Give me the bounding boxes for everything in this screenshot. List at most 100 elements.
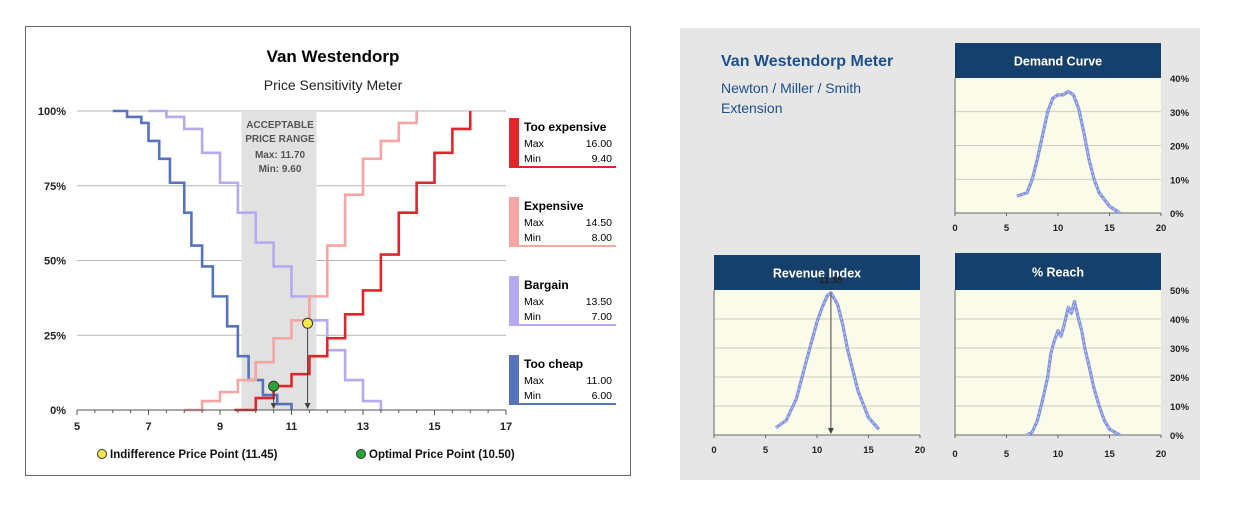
legend-max-value: 13.50	[586, 296, 612, 308]
revenue-index-annotation: 11.35	[819, 275, 843, 286]
revenue-index-x-tick: 15	[863, 445, 874, 456]
psm-x-tick: 17	[500, 421, 512, 433]
legend-name: Expensive	[524, 199, 584, 213]
ipp-arrow	[304, 403, 311, 409]
reach-x-tick: 5	[1004, 449, 1010, 460]
legend-min-label: Min	[524, 390, 541, 402]
legend-max-label: Max	[524, 138, 545, 150]
revenue-index-series-highlight	[775, 292, 880, 430]
reach-y-tick: 0%	[1170, 431, 1184, 442]
opp-marker	[268, 380, 280, 392]
psm-legend: Too expensive Max 16.00 Min 9.40 Expensive Max…	[509, 118, 616, 405]
psm-markers	[268, 317, 314, 409]
legend-max-label: Max	[524, 217, 545, 229]
reach-series-highlight	[1026, 301, 1121, 436]
demand-curve-x-tick: 20	[1156, 223, 1167, 234]
legend-min-value: 8.00	[592, 232, 613, 244]
psm-x-tick: 15	[428, 421, 440, 433]
demand-curve-x-tick: 15	[1104, 223, 1115, 234]
demand-curve-x-tick: 0	[952, 223, 957, 234]
reach-x-tick: 10	[1053, 449, 1064, 460]
reach-x-tick: 20	[1156, 449, 1167, 460]
psm-x-tick: 13	[357, 421, 369, 433]
revenue-index-header	[714, 255, 920, 290]
psm-series-bargain	[148, 109, 383, 410]
revenue-index-x-tick: 0	[711, 445, 716, 456]
reach-y-tick: 30%	[1170, 344, 1190, 355]
demand-curve-title: Demand Curve	[1014, 55, 1102, 69]
revenue-index-arrow	[827, 428, 834, 434]
reach-y-tick: 40%	[1170, 315, 1190, 326]
meter-title: Van Westendorp Meter	[721, 53, 893, 70]
legend-name: Too expensive	[524, 120, 607, 134]
reach-x-tick: 0	[952, 449, 957, 460]
ipp-marker	[302, 317, 314, 329]
psm-y-tick: 100%	[38, 106, 66, 118]
demand-curve-y-tick: 40%	[1170, 74, 1190, 85]
reach-y-tick: 20%	[1170, 373, 1190, 384]
demand-curve-y-tick: 30%	[1170, 108, 1190, 119]
demand-curve-x-tick: 5	[1004, 223, 1010, 234]
legend-name: Too cheap	[524, 357, 583, 371]
legend-min-label: Min	[524, 311, 541, 323]
psm-title: Van Westendorp	[267, 47, 400, 66]
acceptable-range-band	[241, 111, 317, 410]
psm-y-tick: 0%	[50, 405, 66, 417]
psm-series-too-expensive	[234, 111, 472, 412]
demand-curve-y-tick: 20%	[1170, 142, 1190, 153]
legend-name: Bargain	[524, 278, 569, 292]
opp-arrow	[270, 403, 277, 409]
demand-curve-y-tick: 10%	[1170, 175, 1190, 186]
legend-max-value: 16.00	[586, 138, 612, 150]
demand-curve-header	[955, 43, 1161, 78]
ipp-legend-dot	[97, 449, 107, 459]
legend-max-label: Max	[524, 375, 545, 387]
revenue-index-x-tick: 5	[763, 445, 769, 456]
legend-min-label: Min	[524, 153, 541, 165]
demand-curve-y-tick: 0%	[1170, 209, 1184, 220]
psm-y-tick: 25%	[44, 330, 66, 342]
reach-y-tick: 50%	[1170, 286, 1190, 297]
psm-x-tick: 7	[145, 421, 151, 433]
psm-y-tick: 75%	[44, 181, 66, 193]
revenue-index-x-tick: 10	[812, 445, 823, 456]
opp-legend-label: Optimal Price Point (10.50)	[369, 449, 515, 461]
psm-x-tick: 9	[217, 421, 223, 433]
reach-header	[955, 253, 1161, 290]
psm-y-tick: 50%	[44, 256, 66, 268]
legend-swatch	[509, 355, 519, 404]
demand-curve-series-highlight	[1016, 90, 1121, 214]
demand-curve-x-tick: 10	[1053, 223, 1064, 234]
psm-x-tick: 11	[286, 421, 298, 433]
psm-series-too-cheap	[112, 109, 293, 410]
legend-swatch	[509, 118, 519, 167]
psm-x-tick: 5	[74, 421, 80, 433]
opp-legend-dot	[356, 449, 366, 459]
legend-max-value: 14.50	[586, 217, 612, 229]
band-line1: ACCEPTABLE	[246, 120, 314, 131]
legend-swatch	[509, 276, 519, 325]
band-max: Max: 11.70	[255, 150, 305, 161]
reach-plot-bg	[955, 290, 1161, 435]
psm-axes: 5 7 9 11 13 15 17	[74, 409, 512, 433]
legend-min-value: 7.00	[592, 311, 613, 323]
legend-max-label: Max	[524, 296, 545, 308]
legend-swatch	[509, 197, 519, 246]
reach-title: % Reach	[1032, 266, 1084, 280]
revenue-index-title: Revenue Index	[773, 267, 861, 281]
revenue-index-x-tick: 20	[915, 445, 926, 456]
band-line2: PRICE RANGE	[245, 134, 315, 145]
legend-min-value: 9.40	[592, 153, 613, 165]
legend-max-value: 11.00	[587, 375, 613, 387]
reach-y-tick: 10%	[1170, 402, 1190, 413]
meter-subtitle-2: Extension	[721, 100, 782, 116]
ipp-legend-label: Indifference Price Point (11.45)	[110, 449, 278, 461]
psm-subtitle: Price Sensitivity Meter	[264, 77, 403, 93]
revenue-index-plot-bg	[714, 290, 920, 435]
meter-subtitle-1: Newton / Miller / Smith	[721, 80, 861, 96]
legend-min-value: 6.00	[592, 390, 613, 402]
legend-min-label: Min	[524, 232, 541, 244]
band-min: Min: 9.60	[259, 164, 302, 175]
